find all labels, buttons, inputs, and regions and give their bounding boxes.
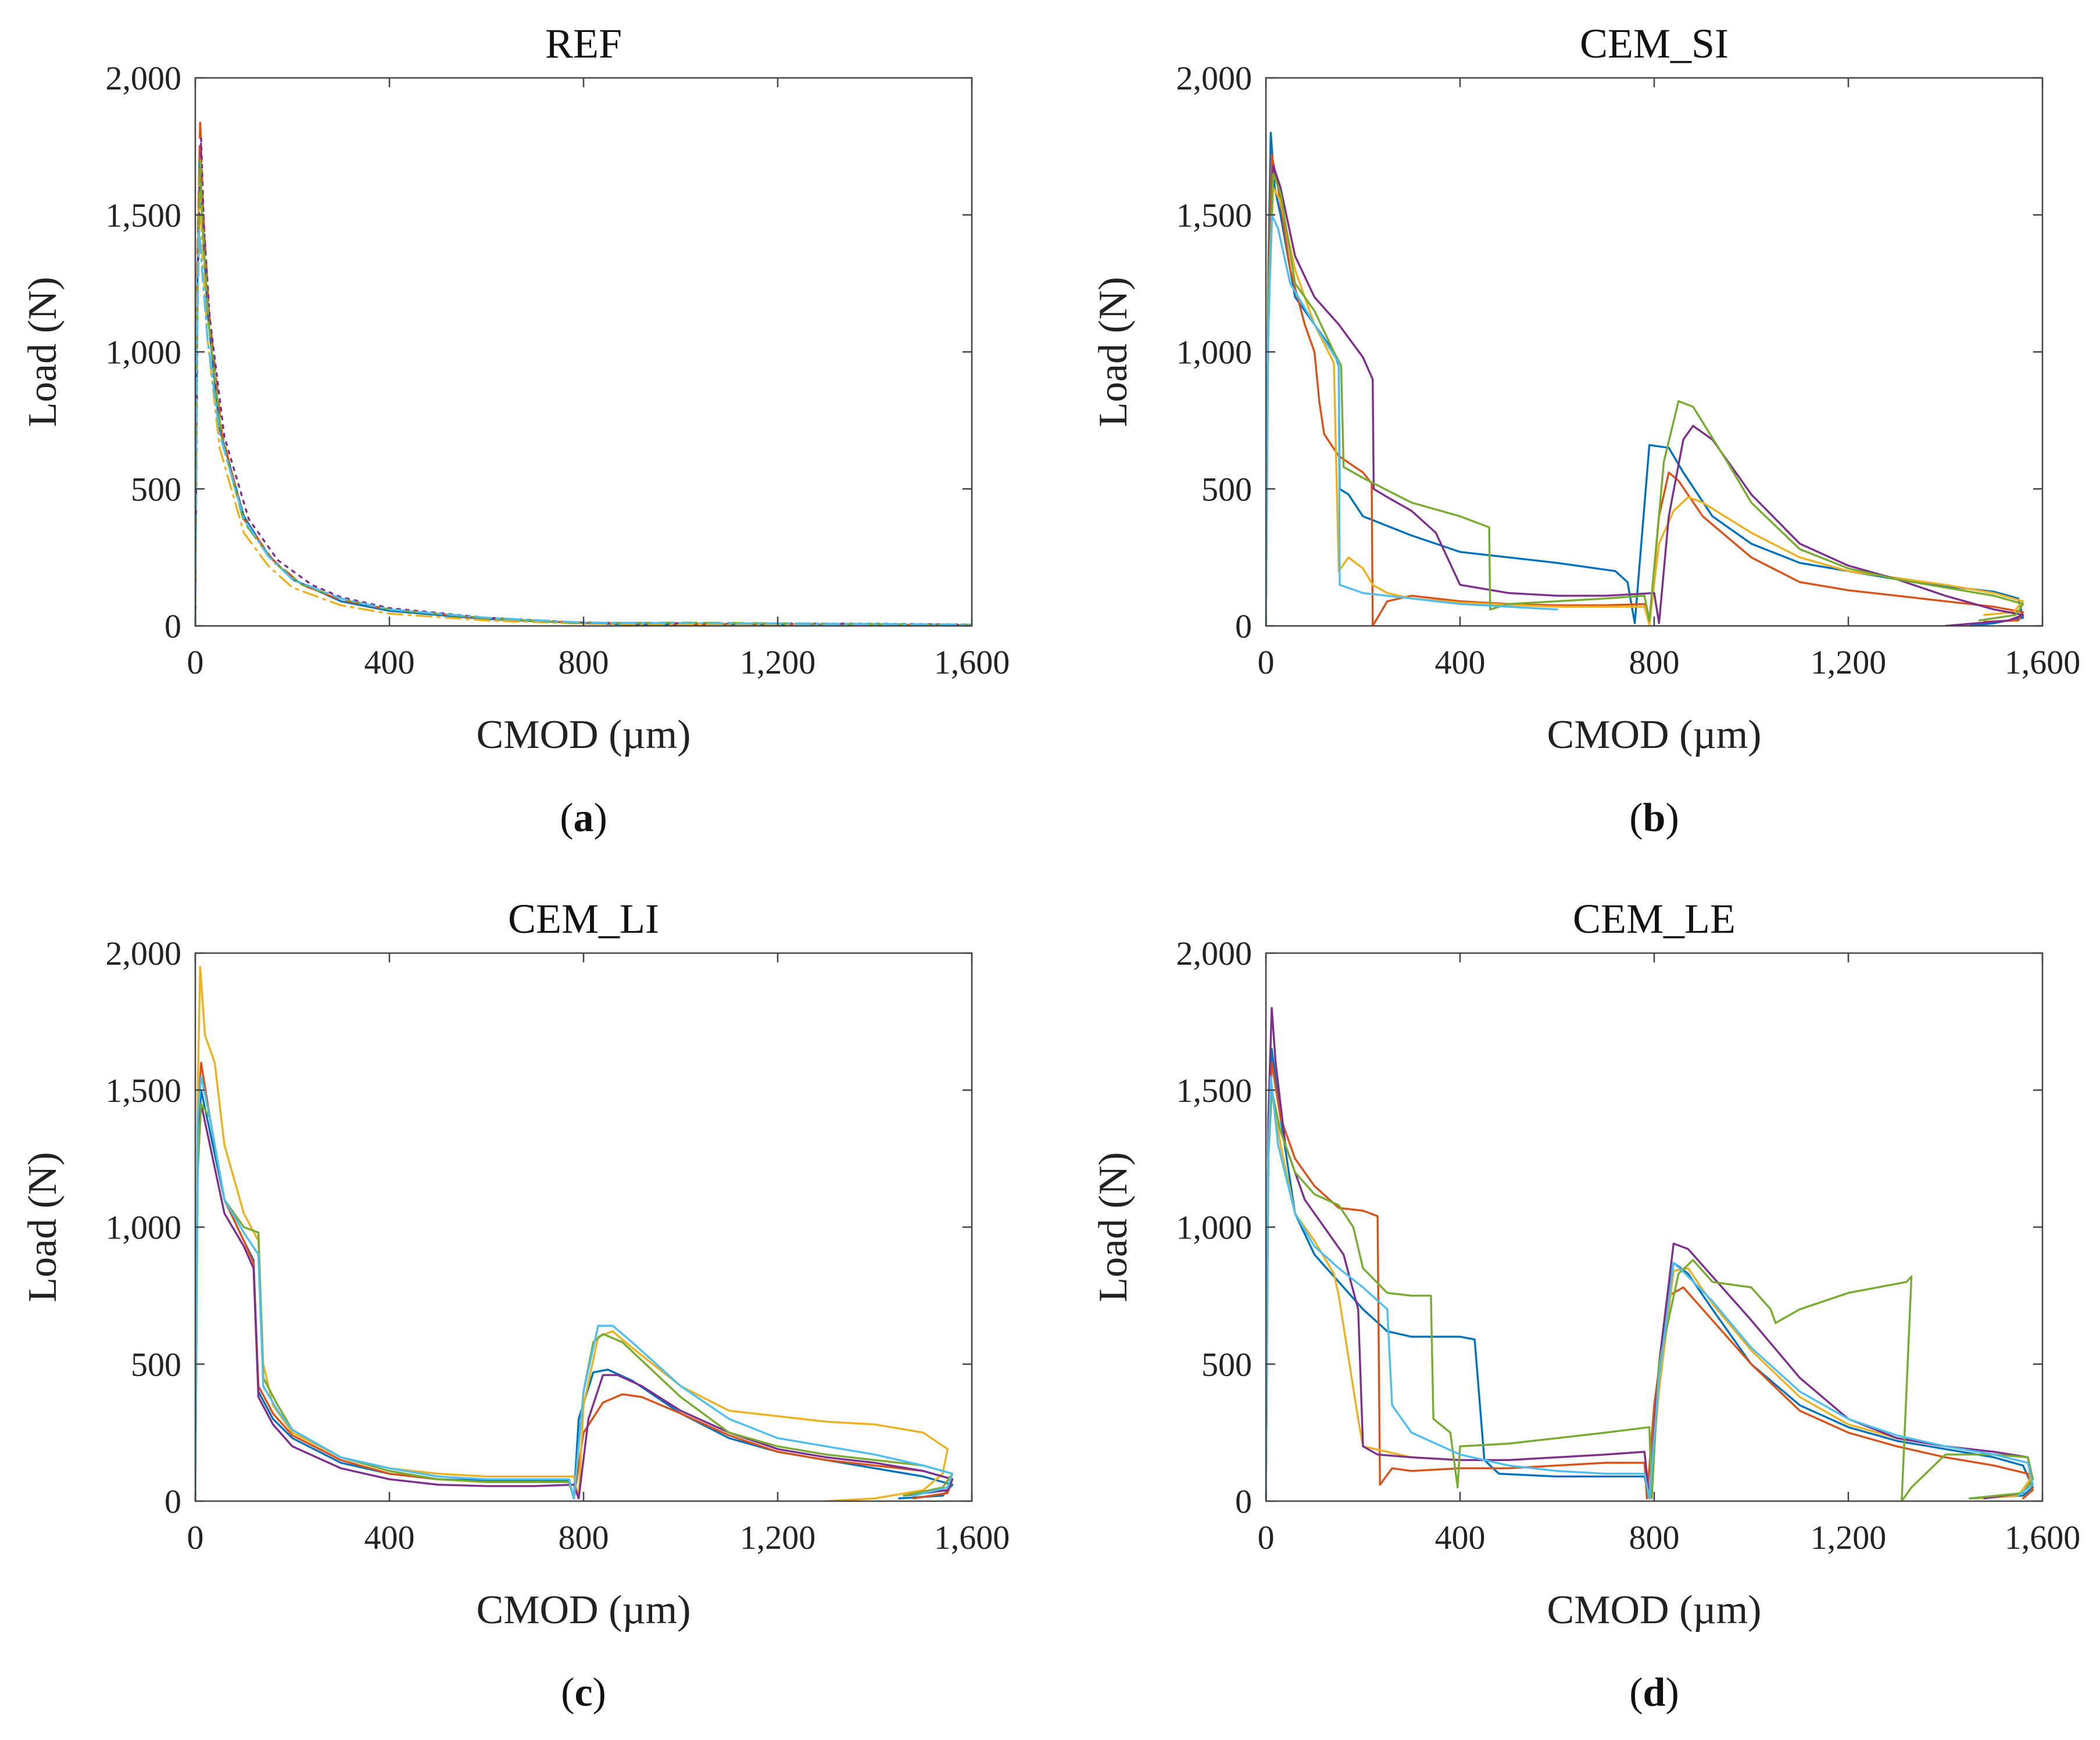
panel-caption: (c) [561, 1670, 606, 1715]
y-tick-label: 0 [1235, 607, 1252, 645]
plot-frame [194, 77, 973, 627]
x-axis-label: CMOD (µm) [1547, 713, 1762, 757]
series-group [1266, 131, 2024, 626]
x-tick-label: 1,200 [1811, 1519, 1887, 1556]
y-tick-label: 500 [1201, 1345, 1252, 1383]
x-tick-label: 1,200 [740, 643, 816, 681]
y-tick-label: 0 [164, 607, 181, 645]
y-tick-label: 1,500 [106, 1072, 182, 1109]
plot-frame [1265, 77, 2044, 627]
chart-title: CEM_SI [1580, 20, 1729, 67]
y-axis-label: Load (N) [1091, 277, 1136, 427]
chart-title: CEM_LI [508, 896, 659, 942]
series-line-specimen-3 [195, 173, 972, 626]
series-group [195, 118, 972, 626]
x-tick-label: 0 [1258, 643, 1275, 681]
x-tick-label: 0 [187, 643, 204, 681]
y-tick-label: 2,000 [106, 935, 182, 972]
series-line-specimen-1 [1266, 1048, 2034, 1501]
series-line-specimen-2 [1266, 153, 2024, 626]
series-line-specimen-2 [195, 118, 972, 626]
y-tick-label: 500 [131, 1345, 181, 1383]
y-axis-label: Load (N) [20, 1152, 65, 1302]
x-tick-label: 400 [1435, 643, 1486, 681]
series-line-specimen-6 [195, 1075, 954, 1501]
y-axis-label: Load (N) [20, 277, 65, 427]
series-line-specimen-6 [1266, 214, 1558, 626]
x-tick-label: 0 [187, 1519, 204, 1556]
y-tick-label: 0 [1235, 1483, 1252, 1520]
x-tick-label: 1,600 [934, 643, 1010, 681]
series-line-specimen-5 [1266, 1089, 2034, 1501]
x-tick-label: 1,200 [740, 1519, 816, 1556]
series-group [195, 965, 954, 1501]
y-tick-label: 1,500 [106, 196, 182, 234]
y-tick-label: 2,000 [1176, 59, 1253, 97]
x-tick-label: 800 [1629, 1519, 1680, 1556]
series-line-specimen-5 [195, 1102, 954, 1501]
x-tick-label: 1,200 [1811, 643, 1887, 681]
series-line-specimen-3 [1266, 186, 2024, 626]
y-tick-label: 2,000 [106, 59, 182, 97]
x-tick-label: 0 [1258, 1519, 1275, 1556]
series-line-specimen-3 [195, 965, 949, 1501]
y-axis-label: Load (N) [1091, 1152, 1136, 1302]
y-tick-label: 1,000 [106, 334, 182, 371]
y-tick-label: 500 [131, 470, 181, 508]
chart-panel-c: 0 400 800 1,200 1,600 0 500 1,000 1,500 2,000 CEM_… [20, 896, 1010, 1715]
chart-panel-b: 0 400 800 1,200 1,600 0 500 1,000 1,500 2,000 CEM_… [1091, 20, 2080, 840]
chart-panel-a: 0 400 800 1,200 1,600 0 500 1,000 1,500 2,000 REF C… [20, 20, 1010, 840]
y-tick-label: 2,000 [1176, 935, 1253, 972]
series-group [1266, 1007, 2034, 1501]
series-line-specimen-2 [1266, 1061, 2034, 1501]
x-tick-label: 1,600 [2005, 643, 2081, 681]
panel-caption-letter: b [1643, 796, 1666, 840]
y-tick-label: 1,500 [1176, 1072, 1253, 1109]
x-tick-label: 800 [559, 1519, 609, 1556]
series-line-specimen-5 [195, 159, 972, 626]
y-tick-label: 500 [1201, 470, 1252, 508]
x-tick-label: 1,600 [934, 1519, 1010, 1556]
y-tick-label: 1,000 [106, 1209, 182, 1247]
y-tick-label: 1,000 [1176, 1209, 1253, 1247]
panel-caption-letter: c [574, 1670, 592, 1715]
x-tick-label: 400 [364, 643, 415, 681]
chart-title: CEM_LE [1573, 896, 1736, 942]
chart-panel-d: 0 400 800 1,200 1,600 0 500 1,000 1,500 2,000 CEM_… [1091, 896, 2080, 1715]
x-tick-label: 400 [364, 1519, 415, 1556]
panel-caption: (d) [1629, 1670, 1679, 1715]
y-tick-label: 1,500 [1176, 196, 1253, 234]
panel-caption: (b) [1629, 796, 1679, 840]
series-line-specimen-1 [1266, 131, 2024, 626]
series-line-specimen-4 [195, 137, 972, 626]
x-tick-label: 1,600 [2005, 1519, 2081, 1556]
panel-caption: (a) [560, 796, 607, 840]
series-line-specimen-6 [1266, 1075, 2034, 1501]
y-tick-label: 0 [164, 1483, 181, 1520]
panel-caption-letter: a [574, 796, 594, 840]
x-tick-label: 400 [1435, 1519, 1486, 1556]
panel-caption-letter: d [1643, 1670, 1666, 1715]
x-axis-label: CMOD (µm) [477, 713, 691, 757]
x-axis-label: CMOD (µm) [477, 1588, 691, 1632]
series-line-specimen-4 [1266, 164, 2024, 626]
y-tick-label: 1,000 [1176, 334, 1253, 371]
series-line-specimen-4 [195, 1102, 954, 1501]
x-tick-label: 800 [559, 643, 609, 681]
series-line-specimen-1 [195, 145, 972, 626]
x-axis-label: CMOD (µm) [1547, 1588, 1762, 1632]
chart-title: REF [545, 20, 622, 67]
series-line-specimen-5 [1266, 173, 2024, 626]
series-line-specimen-2 [195, 1061, 954, 1501]
series-line-specimen-6 [195, 227, 972, 626]
x-tick-label: 800 [1629, 643, 1680, 681]
